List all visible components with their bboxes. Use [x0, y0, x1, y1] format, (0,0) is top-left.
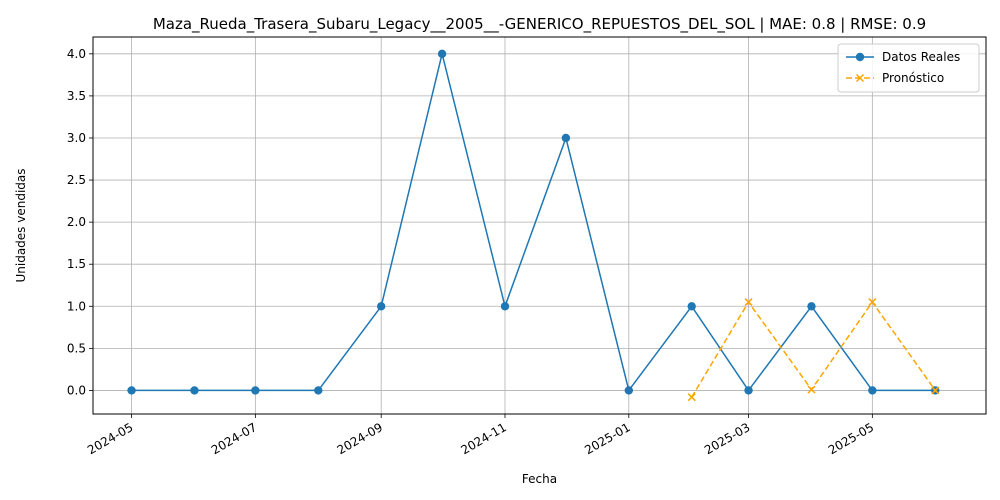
y-tick-label: 0.5	[67, 341, 86, 355]
data-point	[807, 302, 816, 311]
x-tick-label: 2025-03	[702, 420, 752, 457]
series-layer	[127, 49, 940, 402]
forecast-point	[687, 393, 696, 402]
y-axis-label: Unidades vendidas	[14, 168, 28, 282]
x-marker-stroke	[868, 298, 877, 307]
x-marker-stroke	[807, 385, 816, 394]
forecast-point	[807, 385, 816, 394]
data-point	[868, 386, 877, 395]
x-tick-label: 2024-09	[335, 420, 385, 457]
forecast-point	[931, 386, 940, 395]
y-tick-label: 0.0	[67, 383, 86, 397]
x-axis-label: Fecha	[522, 472, 557, 486]
legend-marker	[855, 73, 865, 83]
x-marker-stroke	[744, 298, 753, 307]
y-tick-label: 4.0	[67, 47, 86, 61]
x-marker-stroke	[931, 386, 940, 395]
y-tick-label: 2.5	[67, 173, 86, 187]
data-point	[190, 386, 199, 395]
data-point	[437, 49, 447, 59]
legend: Datos Reales Pronóstico	[837, 43, 980, 93]
y-axis: 0.0 0.5 1.0 1.5 2.0 2.5 3.0 3.5 4.0	[67, 47, 93, 397]
chart-title: Maza_Rueda_Trasera_Subaru_Legacy__2005__…	[153, 15, 926, 34]
forecast-point	[868, 298, 877, 307]
legend-entry-label: Pronóstico	[882, 71, 944, 85]
grid	[93, 37, 986, 414]
data-point	[744, 386, 753, 395]
legend-entry-label: Datos Reales	[882, 50, 960, 64]
y-tick-label: 3.5	[67, 89, 86, 103]
y-tick-label: 1.0	[67, 299, 86, 313]
data-point	[500, 302, 510, 311]
x-tick-label: 2024-05	[85, 420, 135, 457]
data-point	[376, 302, 386, 311]
x-marker-stroke	[687, 393, 696, 402]
data-point	[251, 386, 260, 395]
series-line-2	[691, 300, 936, 398]
y-tick-label: 1.5	[67, 257, 86, 271]
x-tick-label: 2025-05	[826, 420, 876, 457]
data-point	[687, 302, 696, 311]
series-line-1	[131, 53, 936, 393]
data-point	[624, 386, 633, 395]
legend-box	[837, 43, 980, 93]
x-axis: 2024-05 2024-07 2024-09 2024-11 2025-01 2025-…	[85, 414, 876, 457]
data-point	[314, 386, 323, 395]
x-tick-label: 2024-07	[209, 420, 259, 457]
y-tick-label: 2.0	[67, 215, 86, 229]
data-point	[127, 386, 136, 395]
forecast-point	[744, 298, 753, 307]
x-tick-label: 2025-01	[582, 420, 632, 457]
y-tick-label: 3.0	[67, 131, 86, 145]
data-point	[561, 133, 571, 143]
plot-frame	[92, 36, 987, 415]
legend-marker	[855, 52, 865, 62]
x-tick-label: 2024-11	[458, 420, 508, 457]
